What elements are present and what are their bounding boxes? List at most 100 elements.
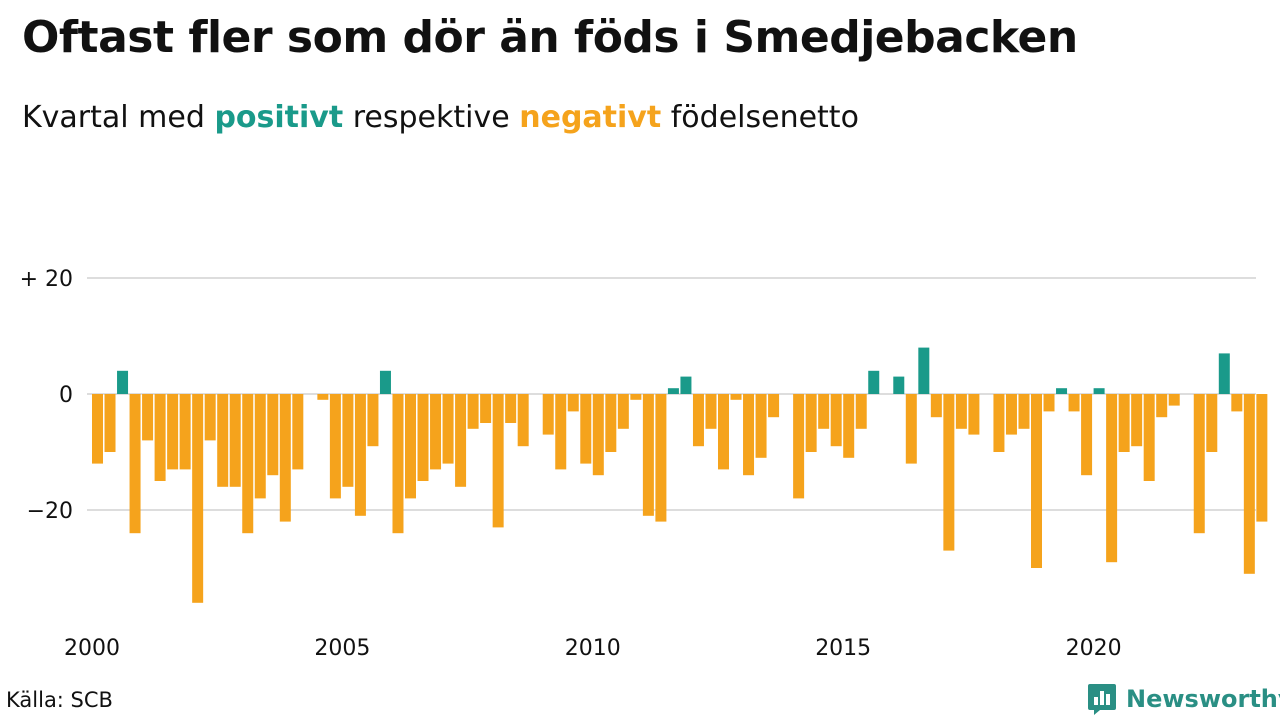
bar-negative [755,394,767,458]
bar-negative [843,394,855,458]
bar-negative [930,394,942,418]
bar-negative [354,394,366,516]
x-tick-label: 2015 [815,636,871,661]
bar-negative [242,394,254,534]
subtitle-middle: respektive [352,100,510,135]
bar-negative [993,394,1005,452]
bar-negative [129,394,141,534]
bar-negative [179,394,191,470]
bar-negative [1131,394,1143,447]
bar-negative [317,394,329,400]
bar-negative [1206,394,1218,452]
bar-negative [217,394,229,487]
subtitle-positive-label: positivt [214,100,344,135]
bar-negative [442,394,454,464]
subtitle-suffix: födelsenetto [670,100,859,135]
bar-negative [943,394,955,551]
bar-negative [1168,394,1180,406]
subtitle-negative-label: negativt [519,100,662,135]
bar-negative [655,394,667,522]
bar-negative [542,394,554,435]
bar-negative [1043,394,1055,412]
bar-negative [204,394,216,441]
bar-negative [1156,394,1168,418]
bar-negative [718,394,729,470]
bar-negative [805,394,817,452]
bar-negative [392,394,404,534]
bar-negative [1243,394,1255,574]
bar-negative [955,394,967,429]
bar-negative [968,394,980,435]
bar-negative [592,394,604,476]
brand-logo: Newsworthy [1086,682,1280,716]
bar-chart: + 20 0 −20 2000 2005 2010 2015 2020 [20,267,1268,661]
x-tick-label: 2010 [565,636,621,661]
bar-negative [1193,394,1205,534]
x-tick-label: 2005 [314,636,370,661]
bar-negative [1106,394,1118,563]
bar-negative [417,394,429,481]
bar-negative [1118,394,1130,452]
bar-negative [254,394,266,499]
bar-negative [793,394,805,499]
bar-negative [1068,394,1080,412]
chart-subtitle: Kvartal med positivt respektive negativt… [22,100,859,135]
bar-negative [1231,394,1243,412]
bar-negative [342,394,354,487]
bar-positive [667,388,679,394]
brand-name: Newsworthy [1126,685,1280,713]
bar-positive [117,370,129,394]
bar-negative [1143,394,1155,481]
subtitle-prefix: Kvartal med [22,100,205,135]
bar-negative [492,394,504,528]
bar-negative [630,394,642,400]
source-note: Källa: SCB [6,688,113,712]
bar-negative [768,394,780,418]
bar-negative [830,394,842,447]
x-tick-label: 2000 [64,636,120,661]
bar-positive [1218,353,1230,394]
bar-positive [680,376,692,394]
bar-negative [1005,394,1017,435]
bar-negative [480,394,492,423]
bar-positive [1093,388,1105,394]
bar-negative [692,394,704,447]
bar-negative [517,394,529,447]
bar-negative [705,394,717,429]
bar-positive [379,370,391,394]
bar-negative [292,394,304,470]
x-tick-label: 2020 [1066,636,1122,661]
bar-negative [605,394,617,452]
bar-positive [918,347,930,394]
bar-negative [154,394,166,481]
bar-negative [743,394,755,476]
bar-negative [455,394,467,487]
y-tick-label: −20 [27,499,73,524]
bar-negative [1018,394,1030,429]
bar-negative [505,394,517,423]
bar-negative [267,394,279,476]
y-tick-label: 0 [59,383,73,408]
bar-negative [567,394,579,412]
bar-negative [1031,394,1042,568]
bar-positive [868,370,880,394]
bar-negative [279,394,291,522]
bar-negative [467,394,479,429]
bar-negative [1256,394,1268,522]
bar-negative [92,394,103,464]
bar-negative [142,394,154,441]
bar-negative [905,394,917,464]
bar-negative [329,394,341,499]
bar-positive [1056,388,1068,394]
bar-negative [229,394,241,487]
bar-chart-logo-icon [1088,684,1116,715]
bar-negative [104,394,116,452]
bar-negative [405,394,416,499]
bar-negative [167,394,179,470]
bar-negative [730,394,742,400]
bar-negative [580,394,592,464]
bar-negative [855,394,867,429]
bar-negative [642,394,654,516]
bar-negative [192,394,204,603]
bar-negative [555,394,567,470]
